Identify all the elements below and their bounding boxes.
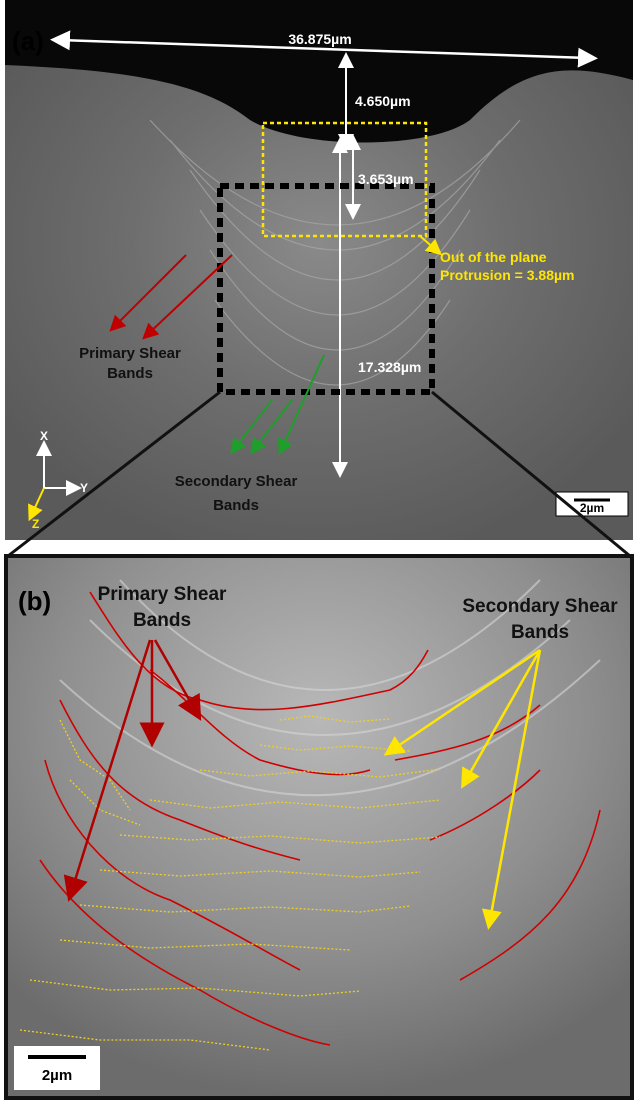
annotation: Protrusion = 3.88µm — [440, 267, 575, 283]
annotation: Secondary Shear — [175, 473, 298, 490]
panel-label: (b) — [18, 586, 51, 616]
axis-label: Y — [80, 481, 88, 495]
annotation: Bands — [133, 610, 191, 631]
axis-label: Z — [32, 517, 39, 531]
annotation: Primary Shear — [98, 584, 227, 605]
measurement: 4.650µm — [355, 93, 411, 109]
annotation: Bands — [213, 497, 259, 514]
annotation: Primary Shear — [79, 345, 181, 362]
annotation: Bands — [107, 365, 153, 382]
panel-a: (a) 36.875µm 4.650µm 3.653µm 17.328µm Ou… — [5, 0, 633, 540]
annotation: Out of the plane — [440, 249, 547, 265]
measurement: 17.328µm — [358, 359, 421, 375]
scale-bar-label: 2µm — [580, 501, 604, 515]
measurement: 36.875µm — [288, 31, 351, 47]
figure: (a) 36.875µm 4.650µm 3.653µm 17.328µm Ou… — [0, 0, 638, 1101]
annotation: Bands — [511, 622, 569, 643]
annotation: Secondary Shear — [462, 596, 618, 617]
panel-b: (b) Primary Shear Bands Secondary Shear … — [6, 556, 632, 1098]
panel-label: (a) — [12, 26, 44, 56]
measurement: 3.653µm — [358, 171, 414, 187]
axis-label: X — [40, 429, 48, 443]
scale-bar-label: 2µm — [42, 1067, 72, 1084]
